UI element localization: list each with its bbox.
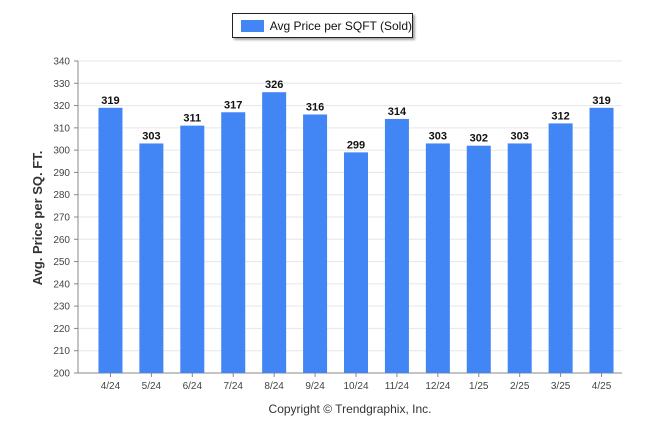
bar-value-label: 326: [265, 79, 283, 91]
legend-swatch: [241, 19, 264, 32]
copyright-text: Copyright © Trendgraphix, Inc.: [269, 402, 432, 416]
bars: [98, 92, 614, 374]
y-tick-label: 280: [53, 190, 70, 201]
x-tick-label: 10/24: [343, 381, 368, 392]
y-tick-label: 310: [53, 123, 70, 134]
bar-value-label: 312: [551, 110, 569, 122]
x-tick-label: 3/25: [551, 381, 571, 392]
bar: [425, 143, 450, 373]
x-tick-label: 12/24: [425, 381, 450, 392]
x-tick-label: 1/25: [469, 381, 489, 392]
y-tick-label: 220: [53, 324, 70, 335]
legend-label: Avg Price per SQFT (Sold): [269, 18, 412, 33]
bar: [384, 118, 409, 373]
y-tick-label: 200: [53, 369, 70, 380]
bar: [548, 123, 573, 374]
bar: [139, 143, 164, 373]
bar: [262, 92, 287, 373]
x-tick-label: 4/25: [592, 381, 612, 392]
y-tick-label: 340: [53, 57, 70, 68]
y-tick-label: 270: [53, 213, 70, 224]
bar: [466, 145, 491, 373]
y-tick-label: 250: [53, 257, 70, 268]
bar-value-label: 303: [511, 130, 529, 142]
bar: [98, 107, 123, 374]
y-tick-label: 300: [53, 146, 70, 157]
bar-value-label: 317: [224, 99, 242, 111]
y-tick-label: 240: [53, 279, 70, 290]
y-tick-label: 330: [53, 79, 70, 90]
bar: [589, 107, 614, 374]
y-tick-label: 320: [53, 101, 70, 112]
bar-value-label: 314: [388, 106, 407, 118]
bar: [344, 152, 368, 373]
bar: [507, 143, 532, 373]
bar: [303, 114, 328, 373]
y-tick-labels: 200 210 220 230 240 250 260 270 280 290 300 310 320 3…: [53, 57, 70, 380]
bar: [180, 125, 205, 373]
x-tick-label: 2/25: [510, 381, 530, 392]
legend: Avg Price per SQFT (Sold): [232, 13, 413, 38]
y-tick-label: 230: [53, 302, 70, 313]
bar-value-label: 299: [347, 139, 365, 151]
x-tick-label: 4/24: [101, 381, 121, 392]
x-tick-label: 6/24: [183, 381, 203, 392]
y-tick-label: 260: [53, 235, 70, 246]
x-tick-label: 7/24: [223, 381, 243, 392]
bar-value-label: 303: [142, 130, 160, 142]
y-axis-label: Avg. Price per SQ. FT.: [30, 151, 45, 286]
y-tick-label: 290: [53, 168, 70, 179]
bar: [221, 112, 246, 373]
bar-value-label: 319: [592, 95, 610, 107]
x-tick-labels: 4/24 5/24 6/24 7/24 8/24 9/24 10/24 11/24 12/24 1…: [101, 381, 612, 392]
x-tick-label: 8/24: [264, 381, 284, 392]
bar-value-label: 302: [470, 133, 488, 145]
bar-value-label: 311: [183, 113, 201, 125]
data-labels: 319 303 311 317 326 316 299 314 303 302 303 312 319: [101, 79, 610, 151]
bar-value-label: 319: [101, 95, 119, 107]
bar-value-label: 303: [429, 130, 447, 142]
y-tick-label: 210: [53, 346, 70, 357]
bar-value-label: 316: [306, 101, 324, 113]
x-tick-label: 5/24: [142, 381, 162, 392]
x-tick-label: 11/24: [385, 381, 410, 392]
x-tick-label: 9/24: [305, 381, 325, 392]
